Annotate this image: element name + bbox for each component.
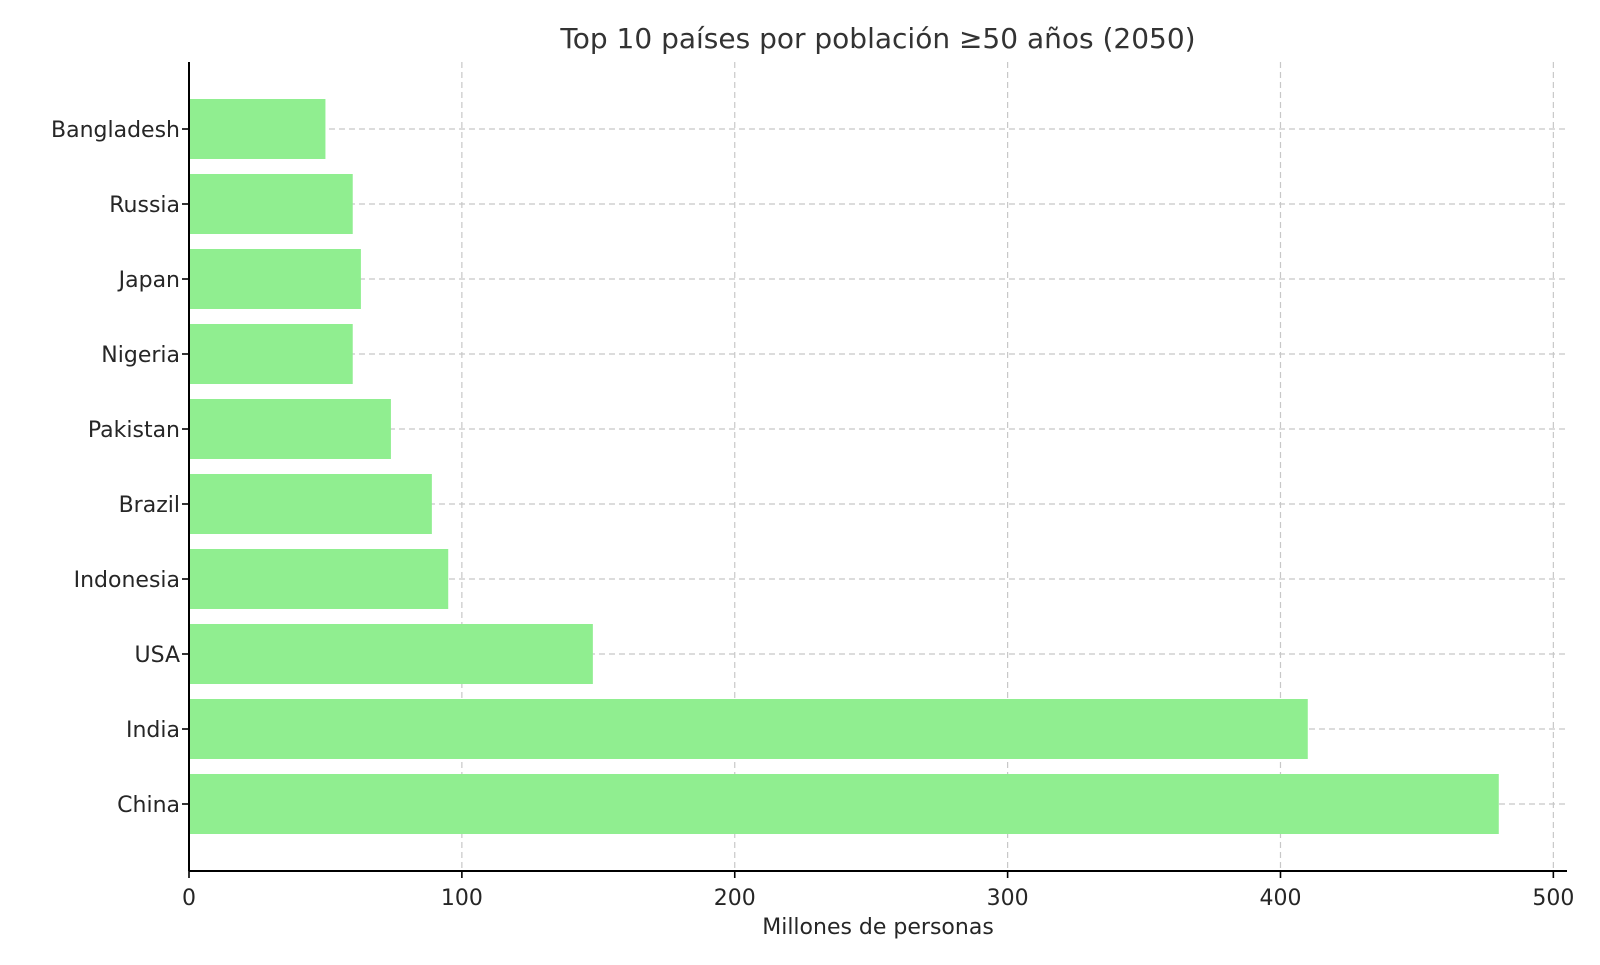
x-tick-label: 400 [1259, 886, 1301, 911]
y-tick-label: Brazil [119, 493, 180, 518]
x-tick-label: 0 [182, 886, 196, 911]
bar-brazil [189, 474, 432, 534]
bar-bangladesh [189, 99, 326, 159]
y-tick-label: India [126, 718, 180, 743]
bar-usa [189, 624, 593, 684]
y-tick-label: Russia [109, 193, 180, 218]
y-tick-label: Pakistan [88, 418, 180, 443]
x-tick-label: 200 [714, 886, 756, 911]
y-axis-ticks: China India USA Indonesia Brazil Pakistan Nige… [51, 118, 189, 818]
x-tick-label: 500 [1532, 886, 1574, 911]
x-tick-label: 100 [441, 886, 483, 911]
bars [189, 99, 1499, 834]
bar-russia [189, 174, 353, 234]
bar-indonesia [189, 549, 449, 609]
bar-india [189, 699, 1308, 759]
y-tick-label: Indonesia [74, 568, 180, 593]
bar-pakistan [189, 399, 391, 459]
chart-title: Top 10 países por población ≥50 años (20… [559, 22, 1195, 55]
y-tick-label: Bangladesh [51, 118, 180, 143]
bar-china [189, 774, 1499, 834]
y-tick-label: China [117, 793, 180, 818]
x-axis-ticks: 0 100 200 300 400 500 [182, 871, 1574, 911]
y-tick-label: Nigeria [101, 343, 180, 368]
x-tick-label: 300 [987, 886, 1029, 911]
x-axis-label: Millones de personas [762, 915, 994, 940]
bar-japan [189, 249, 361, 309]
bar-nigeria [189, 324, 353, 384]
y-tick-label: Japan [117, 268, 180, 293]
y-tick-label: USA [134, 643, 180, 668]
